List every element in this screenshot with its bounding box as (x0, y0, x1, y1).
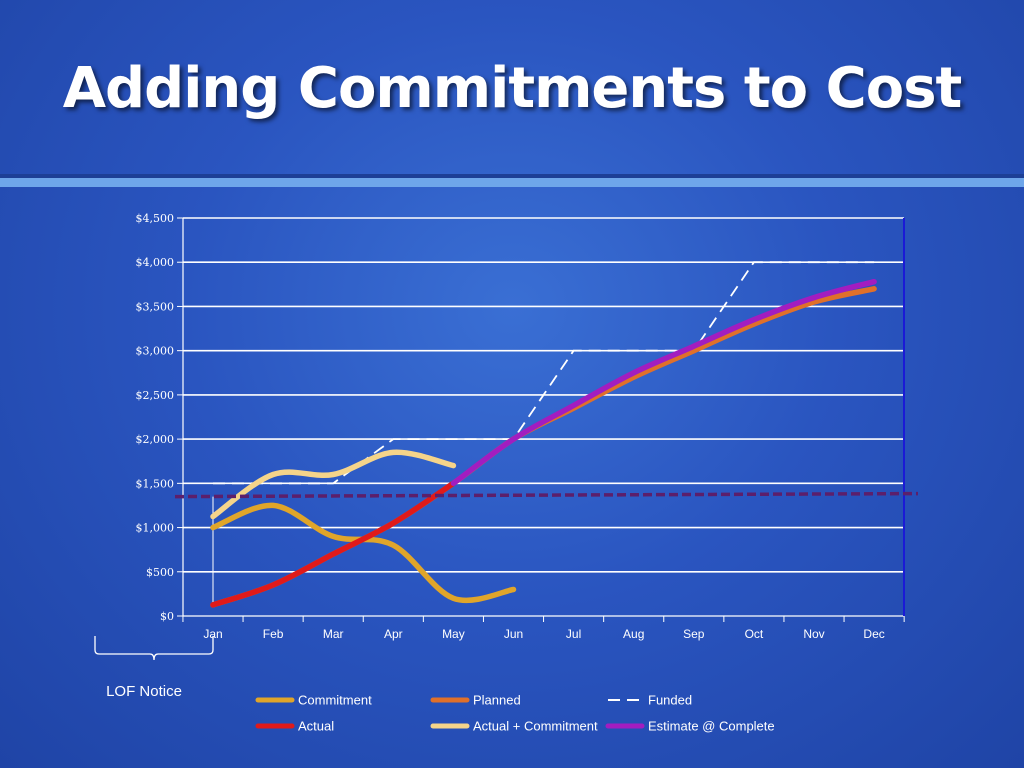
series-line-commitment (210, 502, 517, 604)
legend-label: Estimate @ Complete (648, 719, 775, 734)
lof-notice-annotation: LOF Notice (94, 636, 214, 700)
y-tick-label: $500 (146, 566, 174, 579)
x-tick-label-sep: Sep (683, 627, 705, 641)
threshold-line (174, 491, 919, 499)
y-axis-tick-labels: $0 $500 $1,000 $1,500 $2,000 $2,500 $3,000 $3,5… (136, 212, 175, 623)
y-tick-label: $2,000 (136, 433, 175, 446)
x-tick-label-jul: Jul (566, 627, 581, 641)
chart-legend: Commitment Planned Funded Actual Actual + Co… (255, 693, 775, 734)
x-tick-label-jun: Jun (504, 627, 523, 641)
series-line-actual (210, 480, 457, 608)
y-tick-label: $2,500 (136, 389, 175, 402)
legend-label: Planned (473, 693, 521, 708)
legend-item-estimate-complete: Estimate @ Complete (605, 719, 775, 734)
x-tick-label-mar: Mar (323, 627, 344, 641)
lof-notice-brace (94, 636, 214, 661)
y-tick-label: $4,000 (136, 256, 175, 269)
slide-title: Adding Commitments to Cost (62, 56, 963, 121)
series-line-actual-commitment (210, 449, 457, 520)
legend-item-actual-commitment: Actual + Commitment (430, 719, 598, 734)
x-tick-label-dec: Dec (863, 627, 884, 641)
series-line-planned (210, 286, 877, 608)
y-tick-label: $0 (160, 610, 174, 623)
legend-label: Commitment (298, 693, 372, 708)
legend-item-funded: Funded (608, 693, 692, 708)
series-lines (174, 261, 919, 608)
y-tick-label: $3,500 (136, 300, 175, 313)
x-axis-tick-labels: Jan Feb Mar Apr May Jun Jul Aug Sep Oct Nov Dec (203, 627, 884, 641)
y-tick-label: $4,500 (136, 212, 175, 225)
y-tick-label: $3,000 (136, 345, 175, 358)
lof-notice-label: LOF Notice (106, 683, 182, 700)
y-tick-label: $1,000 (136, 522, 175, 535)
chart-axes (177, 217, 905, 622)
x-tick-label-may: May (442, 627, 465, 641)
title-divider-light (0, 178, 1024, 187)
x-tick-label-aug: Aug (623, 627, 644, 641)
legend-label: Actual (298, 719, 334, 734)
x-tick-label-oct: Oct (745, 627, 764, 641)
grid-lines (183, 217, 904, 573)
legend-item-planned: Planned (430, 693, 521, 708)
x-tick-label-nov: Nov (803, 627, 824, 641)
legend-item-commitment: Commitment (255, 693, 372, 708)
x-tick-label-feb: Feb (263, 627, 284, 641)
y-tick-label: $1,500 (136, 477, 175, 490)
legend-item-actual: Actual (255, 719, 334, 734)
title-divider-dark (0, 174, 1024, 178)
x-tick-label-apr: Apr (384, 627, 403, 641)
legend-label: Funded (648, 693, 692, 708)
x-tick-label-jan: Jan (203, 627, 222, 641)
legend-label: Actual + Commitment (473, 719, 598, 734)
series-line-estimate-complete (450, 278, 877, 487)
series-line-funded (213, 261, 875, 485)
